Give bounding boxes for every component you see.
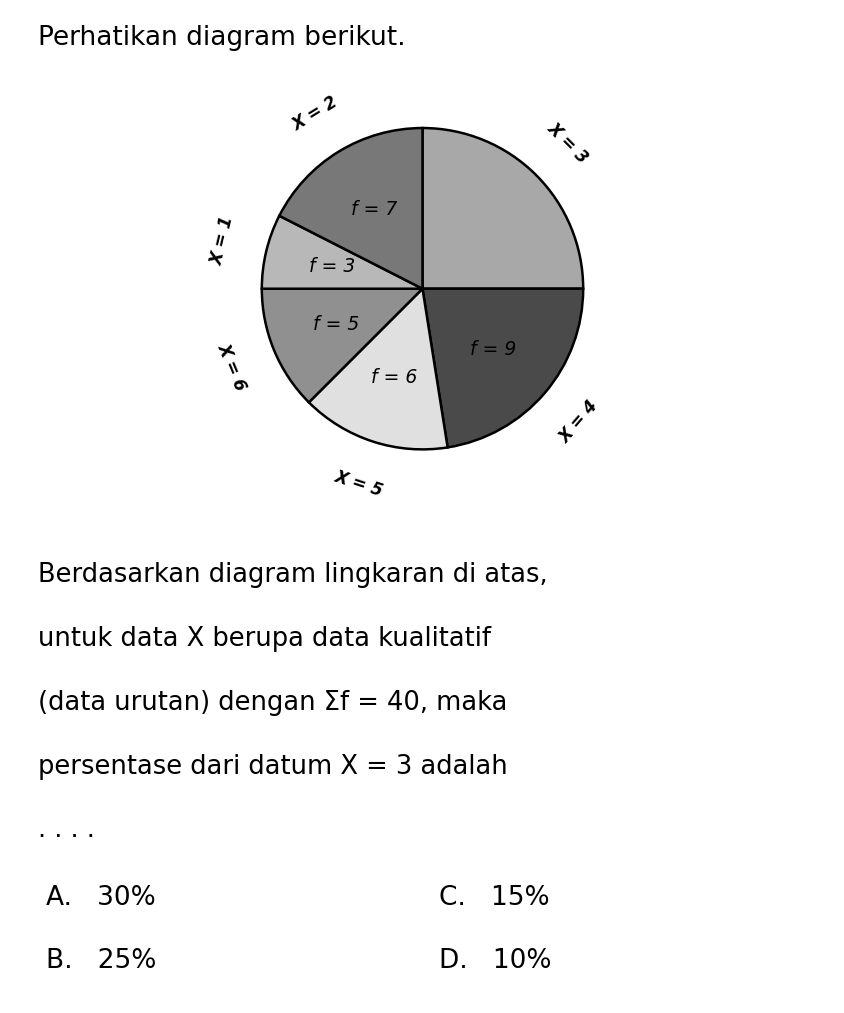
Text: Berdasarkan diagram lingkaran di atas,: Berdasarkan diagram lingkaran di atas, <box>38 562 547 589</box>
Text: f = 7: f = 7 <box>350 200 397 219</box>
Text: f = 9: f = 9 <box>469 339 516 359</box>
Text: A.   30%: A. 30% <box>46 884 156 911</box>
Wedge shape <box>422 289 582 448</box>
Wedge shape <box>309 289 447 450</box>
Text: X = 2: X = 2 <box>289 92 341 134</box>
Text: . . . .: . . . . <box>38 817 95 844</box>
Text: f = 5: f = 5 <box>313 315 359 334</box>
Wedge shape <box>422 128 582 289</box>
Wedge shape <box>279 128 422 289</box>
Text: Perhatikan diagram berikut.: Perhatikan diagram berikut. <box>38 25 405 52</box>
Text: X = 5: X = 5 <box>332 468 385 500</box>
Text: X = 3: X = 3 <box>544 120 592 167</box>
Text: X = 1: X = 1 <box>208 215 237 267</box>
Wedge shape <box>262 216 422 289</box>
Text: C.   15%: C. 15% <box>439 884 549 911</box>
Text: X = 6: X = 6 <box>214 341 250 394</box>
Text: D.   10%: D. 10% <box>439 948 551 975</box>
Text: untuk data X berupa data kualitatif: untuk data X berupa data kualitatif <box>38 626 490 652</box>
Text: (data urutan) dengan Σf = 40, maka: (data urutan) dengan Σf = 40, maka <box>38 690 506 716</box>
Text: f = 6: f = 6 <box>371 368 416 387</box>
Text: B.   25%: B. 25% <box>46 948 157 975</box>
Text: persentase dari datum X = 3 adalah: persentase dari datum X = 3 adalah <box>38 754 507 780</box>
Text: X = 4: X = 4 <box>555 397 601 447</box>
Wedge shape <box>262 289 422 402</box>
Text: f = 3: f = 3 <box>308 257 354 277</box>
